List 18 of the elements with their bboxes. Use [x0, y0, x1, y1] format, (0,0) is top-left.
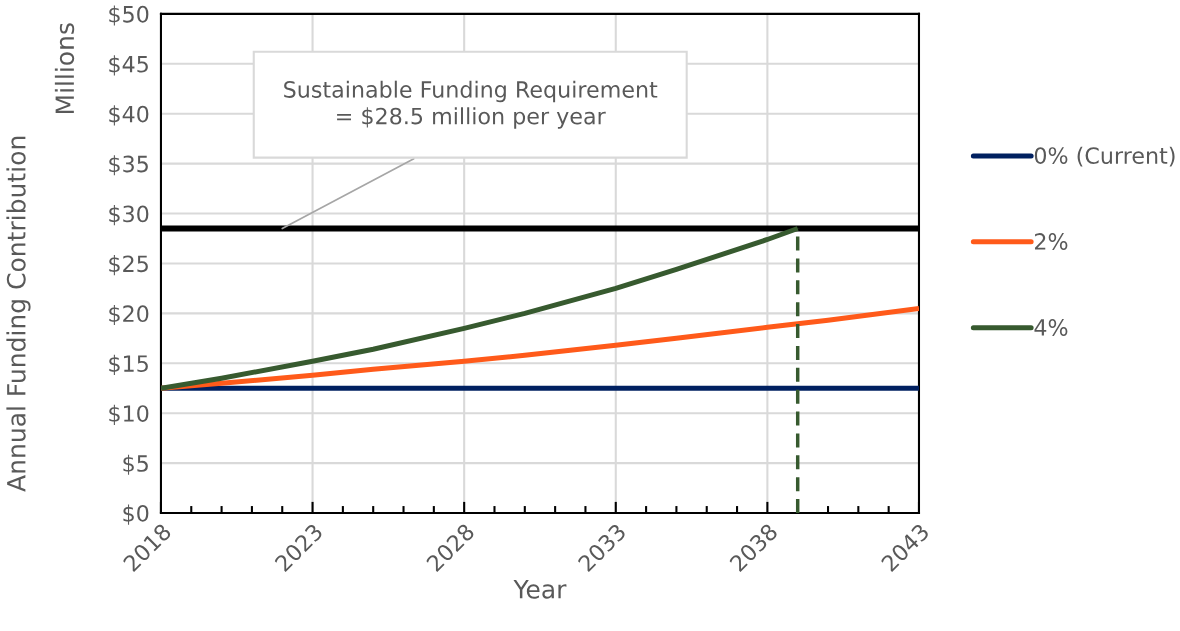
y-axis-title: Annual Funding Contribution	[6, 136, 31, 492]
y-tick-label: $25	[109, 255, 148, 276]
y-tick-label: $10	[109, 404, 149, 425]
y-tick-label: $15	[109, 354, 148, 375]
legend-label: 0% (Current)	[1034, 146, 1175, 167]
y-tick-label: $0	[123, 504, 149, 525]
y-tick-label: $35	[109, 155, 148, 176]
y-tick-label: $45	[109, 55, 148, 76]
y-tick-label: $30	[109, 205, 149, 226]
y-tick-label: $5	[123, 454, 148, 475]
annotation: Sustainable Funding Requirement = $28.5 million per year	[284, 80, 658, 129]
y-tick-label: $20	[109, 304, 149, 326]
legend-label: 2%	[1034, 233, 1068, 250]
legend-label: 4%	[1034, 319, 1068, 336]
y-tick-label: $50	[109, 5, 149, 26]
x-axis-title: Year	[513, 580, 567, 599]
y-tick-label: $40	[109, 105, 149, 126]
text: Millions	[54, 23, 75, 114]
